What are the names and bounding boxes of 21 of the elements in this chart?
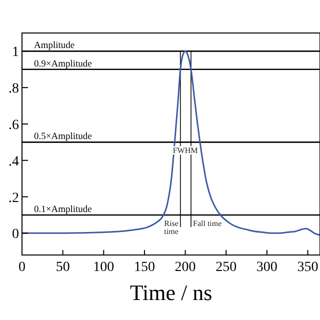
ref-line-label: 0.5×Amplitude xyxy=(34,132,92,142)
x-tick-label: 100 xyxy=(93,260,114,275)
y-tick-label: .8 xyxy=(8,82,19,97)
y-tick-label: 0 xyxy=(12,227,19,242)
annotation: Rise time xyxy=(164,218,179,236)
line-series xyxy=(21,50,320,236)
ref-line-label: Amplitude xyxy=(34,41,75,52)
y-tick-label: 1 xyxy=(12,45,19,60)
y-tick-label: .4 xyxy=(8,154,19,170)
x-tick-label: 300 xyxy=(256,260,278,275)
ref-line-label: 0.9×Amplitude xyxy=(34,59,92,70)
x-tick-label: 50 xyxy=(56,260,70,275)
ref-line-label: 0.1×Amplitude xyxy=(34,204,92,215)
annotation: Fall time xyxy=(193,218,222,228)
x-tick-label: 250 xyxy=(216,260,237,275)
x-tick-label: 150 xyxy=(134,260,155,275)
y-tick-label: .6 xyxy=(8,118,19,133)
x-tick-label: 350 xyxy=(297,260,318,275)
y-tick-label: .2 xyxy=(8,190,19,206)
x-tick-label: 200 xyxy=(174,260,196,275)
x-axis-title: Time / ns xyxy=(130,280,212,305)
